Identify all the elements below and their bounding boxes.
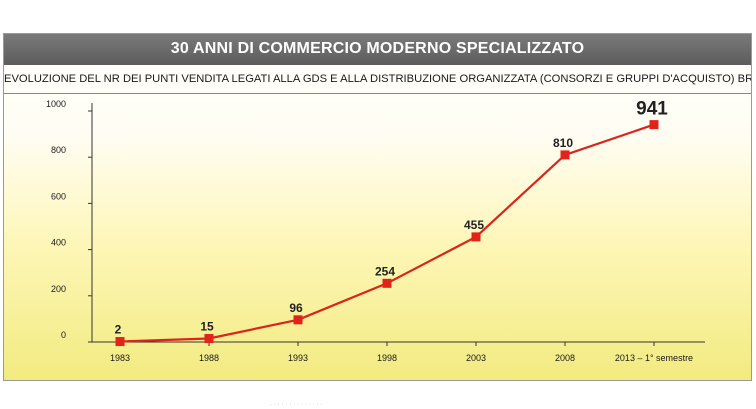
subtitle-divider: [4, 93, 751, 94]
footer-faint-text: . . . . . . . . . . . . . .: [270, 400, 323, 407]
data-label: 941: [636, 99, 668, 120]
data-point-marker: [560, 150, 570, 160]
y-tick-label: 200: [51, 284, 66, 294]
title-bar: 30 ANNI DI COMMERCIO MODERNO SPECIALIZZA…: [4, 34, 751, 65]
y-tick-label: 1000: [46, 99, 66, 109]
y-tick-label: 800: [51, 145, 66, 155]
data-point-marker: [115, 337, 125, 347]
chart-data-labels: 2 15 96 254 455 810 941: [115, 99, 669, 337]
x-tick-label: 1993: [288, 353, 308, 363]
x-tick-label: 2003: [466, 353, 486, 363]
data-label: 15: [200, 320, 214, 334]
data-point-marker: [382, 278, 392, 288]
x-tick-label: 2008: [555, 353, 575, 363]
chart-title: 30 ANNI DI COMMERCIO MODERNO SPECIALIZZA…: [170, 40, 585, 57]
y-tick-label: 600: [51, 191, 66, 201]
data-point-marker: [471, 232, 481, 242]
chart-series: [115, 120, 659, 347]
data-point-marker: [204, 334, 214, 344]
chart-panel: 30 ANNI DI COMMERCIO MODERNO SPECIALIZZA…: [3, 33, 752, 381]
data-label: 2: [115, 323, 122, 337]
x-tick-label: 2013 – 1° semestre: [615, 353, 693, 363]
data-point-marker: [649, 120, 659, 130]
series-line: [119, 123, 655, 343]
chart-axes: 0 200 400 600 800 1000 1983 1988 1993 1998 2003 200…: [46, 99, 705, 363]
data-label: 254: [375, 264, 395, 278]
x-tick-label: 1983: [110, 353, 130, 363]
data-label: 810: [553, 136, 573, 150]
y-tick-label: 400: [51, 238, 66, 248]
chart-subtitle: EVOLUZIONE DEL NR DEI PUNTI VENDITA LEGA…: [4, 73, 752, 85]
data-label: 96: [289, 301, 303, 315]
y-tick-label: 0: [61, 330, 66, 340]
x-tick-label: 1988: [199, 353, 219, 363]
data-point-marker: [293, 315, 303, 325]
data-label: 455: [464, 218, 484, 232]
x-tick-label: 1998: [377, 353, 397, 363]
